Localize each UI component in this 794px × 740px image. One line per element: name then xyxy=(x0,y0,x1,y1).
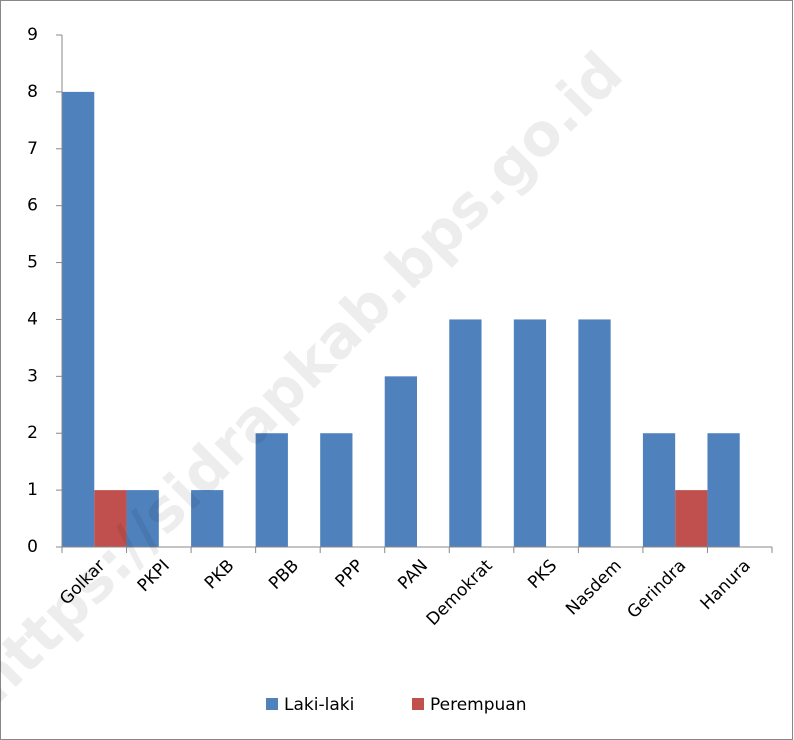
bar xyxy=(384,376,417,547)
legend-swatch xyxy=(266,698,278,710)
y-tick-label: 3 xyxy=(27,366,38,386)
y-tick-label: 9 xyxy=(27,25,38,45)
y-tick-label: 1 xyxy=(27,480,38,500)
bar xyxy=(126,490,159,547)
y-tick-label: 8 xyxy=(27,82,38,102)
y-tick-label: 2 xyxy=(27,423,38,443)
y-tick-label: 7 xyxy=(27,139,38,159)
bar xyxy=(320,433,353,547)
bar xyxy=(255,433,288,547)
bar xyxy=(513,319,547,547)
bar xyxy=(62,91,95,547)
bar xyxy=(578,319,611,547)
legend-label: Laki-laki xyxy=(284,695,354,715)
y-tick-label: 0 xyxy=(27,537,38,557)
bar xyxy=(675,490,708,547)
bar xyxy=(94,490,127,547)
bar xyxy=(642,433,676,547)
bar xyxy=(191,490,224,547)
legend-swatch xyxy=(412,698,424,710)
legend-label: Perempuan xyxy=(430,695,527,715)
y-tick-label: 5 xyxy=(27,253,38,273)
bar xyxy=(707,433,740,547)
bar xyxy=(449,319,482,547)
y-tick-label: 6 xyxy=(27,196,38,216)
y-tick-label: 4 xyxy=(27,309,38,329)
